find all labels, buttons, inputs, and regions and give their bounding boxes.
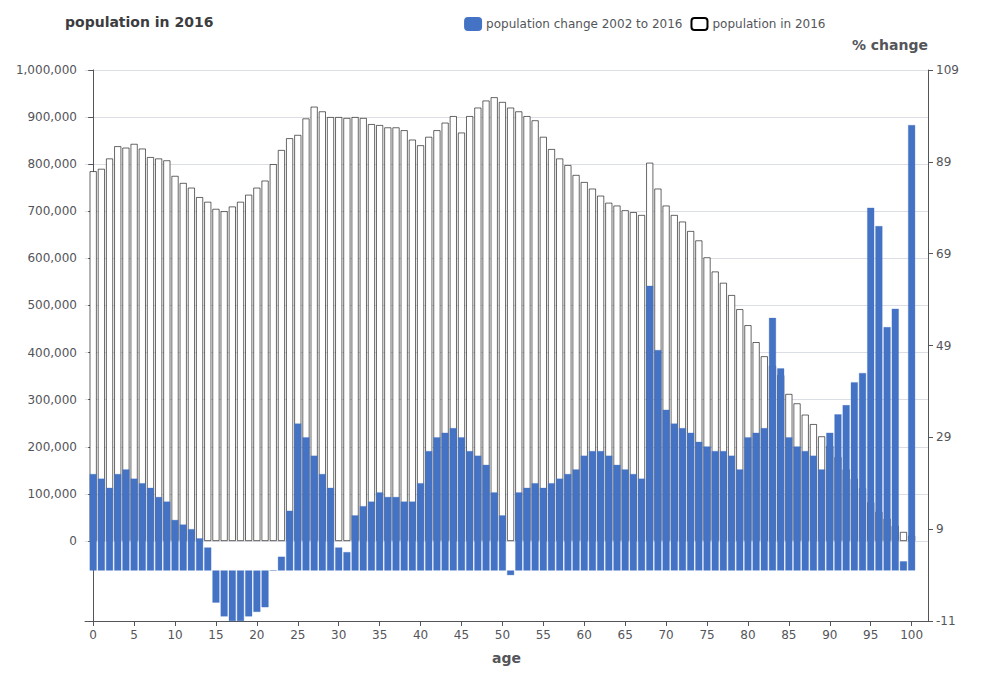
svg-text:500,000: 500,000 bbox=[27, 298, 77, 312]
svg-text:109: 109 bbox=[936, 63, 959, 77]
svg-text:population in 2016: population in 2016 bbox=[65, 14, 213, 30]
svg-text:30: 30 bbox=[331, 628, 346, 642]
svg-text:80: 80 bbox=[740, 628, 755, 642]
svg-text:-11: -11 bbox=[936, 614, 956, 628]
svg-text:200,000: 200,000 bbox=[27, 440, 77, 454]
svg-text:25: 25 bbox=[290, 628, 305, 642]
svg-text:400,000: 400,000 bbox=[27, 346, 77, 360]
svg-text:5: 5 bbox=[130, 628, 138, 642]
svg-text:600,000: 600,000 bbox=[27, 251, 77, 265]
svg-text:50: 50 bbox=[495, 628, 510, 642]
svg-text:60: 60 bbox=[577, 628, 592, 642]
svg-text:89: 89 bbox=[936, 155, 951, 169]
svg-text:95: 95 bbox=[863, 628, 878, 642]
svg-text:65: 65 bbox=[618, 628, 633, 642]
svg-text:69: 69 bbox=[936, 247, 951, 261]
svg-text:age: age bbox=[492, 650, 521, 666]
svg-text:10: 10 bbox=[167, 628, 182, 642]
svg-text:35: 35 bbox=[372, 628, 387, 642]
svg-text:20: 20 bbox=[249, 628, 264, 642]
svg-text:0: 0 bbox=[89, 628, 97, 642]
svg-text:1,000,000: 1,000,000 bbox=[16, 63, 77, 77]
svg-text:900,000: 900,000 bbox=[27, 110, 77, 124]
svg-text:0: 0 bbox=[69, 534, 77, 548]
svg-text:55: 55 bbox=[536, 628, 551, 642]
svg-text:15: 15 bbox=[208, 628, 223, 642]
svg-text:70: 70 bbox=[658, 628, 673, 642]
svg-text:100,000: 100,000 bbox=[27, 487, 77, 501]
svg-text:700,000: 700,000 bbox=[27, 204, 77, 218]
svg-text:population in 2016: population in 2016 bbox=[712, 17, 825, 31]
svg-text:9: 9 bbox=[936, 522, 944, 536]
svg-text:800,000: 800,000 bbox=[27, 157, 77, 171]
svg-text:population change 2002 to 2016: population change 2002 to 2016 bbox=[486, 17, 682, 31]
svg-text:85: 85 bbox=[781, 628, 796, 642]
svg-text:100: 100 bbox=[900, 628, 923, 642]
svg-text:45: 45 bbox=[454, 628, 469, 642]
svg-text:49: 49 bbox=[936, 339, 951, 353]
svg-text:90: 90 bbox=[822, 628, 837, 642]
svg-text:300,000: 300,000 bbox=[27, 393, 77, 407]
svg-text:29: 29 bbox=[936, 430, 951, 444]
svg-text:75: 75 bbox=[699, 628, 714, 642]
svg-text:40: 40 bbox=[413, 628, 428, 642]
svg-text:% change: % change bbox=[852, 37, 928, 53]
